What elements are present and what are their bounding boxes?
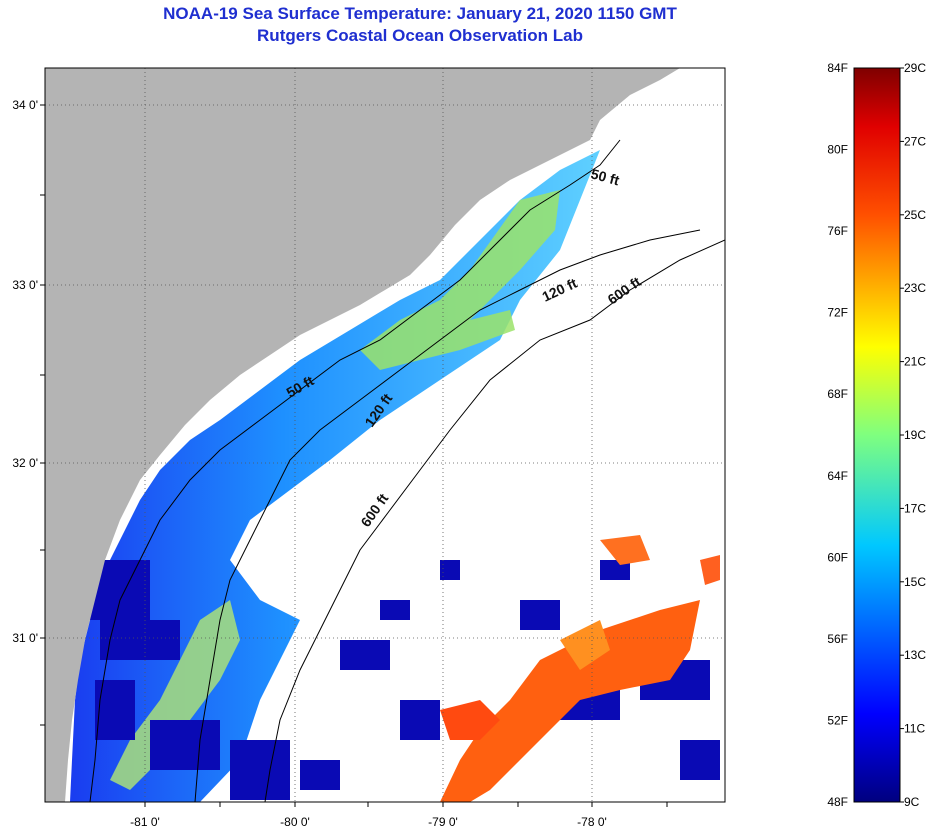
colorbar-f-label: 72F xyxy=(827,306,848,320)
colorbar-c-label: 13C xyxy=(904,648,926,662)
map-subtitle: Rutgers Coastal Ocean Observation Lab xyxy=(257,26,583,45)
gulf-stream-warm-water xyxy=(440,535,720,802)
lon-label-79: -79 0' xyxy=(428,815,458,829)
colorbar-c-label: 23C xyxy=(904,281,926,295)
colorbar-f-label: 60F xyxy=(827,550,848,564)
colorbar-c-label: 25C xyxy=(904,208,926,222)
colorbar-c-label: 21C xyxy=(904,355,926,369)
map-frame xyxy=(44,67,726,803)
colorbar-f-label: 76F xyxy=(827,224,848,238)
colorbar-gradient xyxy=(853,67,901,803)
lat-label-34: 34 0' xyxy=(12,98,38,112)
lat-label-31: 31 0' xyxy=(12,631,38,645)
map-title: NOAA-19 Sea Surface Temperature: January… xyxy=(163,4,677,23)
colorbar-f-label: 64F xyxy=(827,469,848,483)
lon-label-81: -81 0' xyxy=(130,815,160,829)
graticule xyxy=(45,68,725,802)
colorbar-c-label: 15C xyxy=(904,575,926,589)
bathymetry-contours xyxy=(89,139,725,802)
lon-label-80: -80 0' xyxy=(280,815,310,829)
colorbar-f-label: 68F xyxy=(827,387,848,401)
colorbar-c-label: 29C xyxy=(904,61,926,75)
colorbar-c-label: 9C xyxy=(904,795,920,809)
axis-ticks xyxy=(40,104,668,807)
lat-label-33: 33 0' xyxy=(12,278,38,292)
southern-warm-streak xyxy=(110,600,240,790)
colorbar-f-label: 52F xyxy=(827,713,848,727)
colorbar-c-label: 19C xyxy=(904,428,926,442)
lat-label-32: 32 0' xyxy=(12,456,38,470)
colorbar-f-label: 48F xyxy=(827,795,848,809)
lon-label-78: -78 0' xyxy=(577,815,607,829)
colorbar-f-label: 84F xyxy=(827,61,848,75)
contour-label-50ft-north: 50 ft xyxy=(589,165,621,188)
temperature-colorbar: 84F 80F 76F 72F 68F 64F 60F 56F 52F 48F 29C 27C 25C… xyxy=(827,61,926,809)
colorbar-f-label: 80F xyxy=(827,143,848,157)
land-mass xyxy=(45,68,680,802)
colorbar-c-label: 11C xyxy=(904,722,925,736)
colorbar-c-label: 27C xyxy=(904,134,926,148)
colorbar-c-label: 17C xyxy=(904,501,926,515)
colorbar-f-label: 56F xyxy=(827,632,848,646)
